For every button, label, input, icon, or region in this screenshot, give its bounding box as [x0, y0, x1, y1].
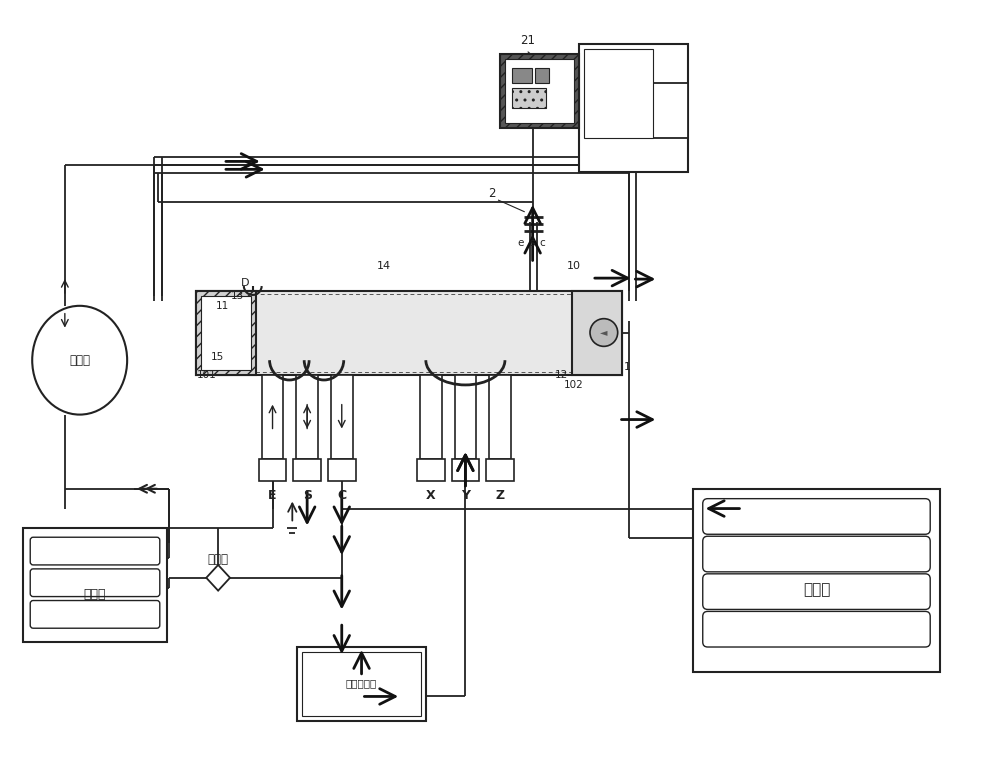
FancyBboxPatch shape [30, 537, 160, 565]
Bar [579, 44, 688, 173]
Bar [201, 296, 251, 370]
Text: 101: 101 [196, 370, 216, 380]
Bar [489, 375, 511, 459]
Text: c: c [540, 238, 545, 248]
Bar [512, 89, 546, 108]
Text: S: S [303, 489, 312, 502]
FancyBboxPatch shape [703, 574, 930, 609]
Bar [199, 294, 619, 372]
Bar [196, 291, 256, 375]
FancyBboxPatch shape [30, 569, 160, 597]
Bar [572, 291, 622, 375]
Bar [328, 459, 356, 481]
Bar [196, 291, 622, 375]
FancyBboxPatch shape [703, 536, 930, 572]
Text: 室内机: 室内机 [83, 588, 106, 601]
Text: 12: 12 [554, 370, 568, 380]
Bar [296, 375, 318, 459]
Text: 15: 15 [211, 352, 224, 362]
Text: C: C [337, 489, 346, 502]
Text: Y: Y [461, 489, 470, 502]
Bar [420, 375, 442, 459]
Text: 11: 11 [216, 301, 229, 311]
Text: Z: Z [495, 489, 505, 502]
Text: 10: 10 [567, 261, 581, 271]
Text: D: D [241, 278, 249, 288]
Bar [500, 54, 579, 128]
Ellipse shape [32, 306, 127, 415]
Bar [302, 652, 421, 716]
Text: 室外机: 室外机 [803, 582, 830, 597]
Text: 13: 13 [231, 291, 244, 301]
Circle shape [590, 319, 618, 347]
Text: 1: 1 [624, 362, 631, 372]
FancyBboxPatch shape [30, 600, 160, 628]
Bar [648, 83, 688, 138]
Text: ◄: ◄ [600, 328, 608, 338]
Bar [259, 459, 286, 481]
Bar [505, 58, 574, 123]
FancyBboxPatch shape [703, 499, 930, 534]
FancyBboxPatch shape [703, 612, 930, 647]
Bar [23, 528, 167, 642]
Text: 102: 102 [564, 380, 584, 390]
Bar [297, 647, 426, 721]
Bar [693, 489, 940, 671]
Bar [262, 375, 283, 459]
Polygon shape [206, 565, 230, 590]
Text: 14: 14 [376, 261, 391, 271]
Bar [455, 375, 476, 459]
Text: e: e [518, 238, 524, 248]
Text: 膊涨阀: 膊涨阀 [208, 553, 229, 566]
Text: 2: 2 [488, 187, 496, 200]
Text: 压缩机: 压缩机 [69, 354, 90, 366]
Bar [293, 459, 321, 481]
Bar [486, 459, 514, 481]
Bar [512, 68, 532, 83]
Bar [584, 48, 653, 138]
Text: 21: 21 [520, 34, 535, 47]
Bar [452, 459, 479, 481]
Bar [417, 459, 445, 481]
Text: E: E [268, 489, 277, 502]
Text: X: X [426, 489, 436, 502]
Text: s: s [530, 238, 535, 248]
Text: 变频控制器: 变频控制器 [346, 678, 377, 689]
Bar [331, 375, 353, 459]
Bar [535, 68, 549, 83]
